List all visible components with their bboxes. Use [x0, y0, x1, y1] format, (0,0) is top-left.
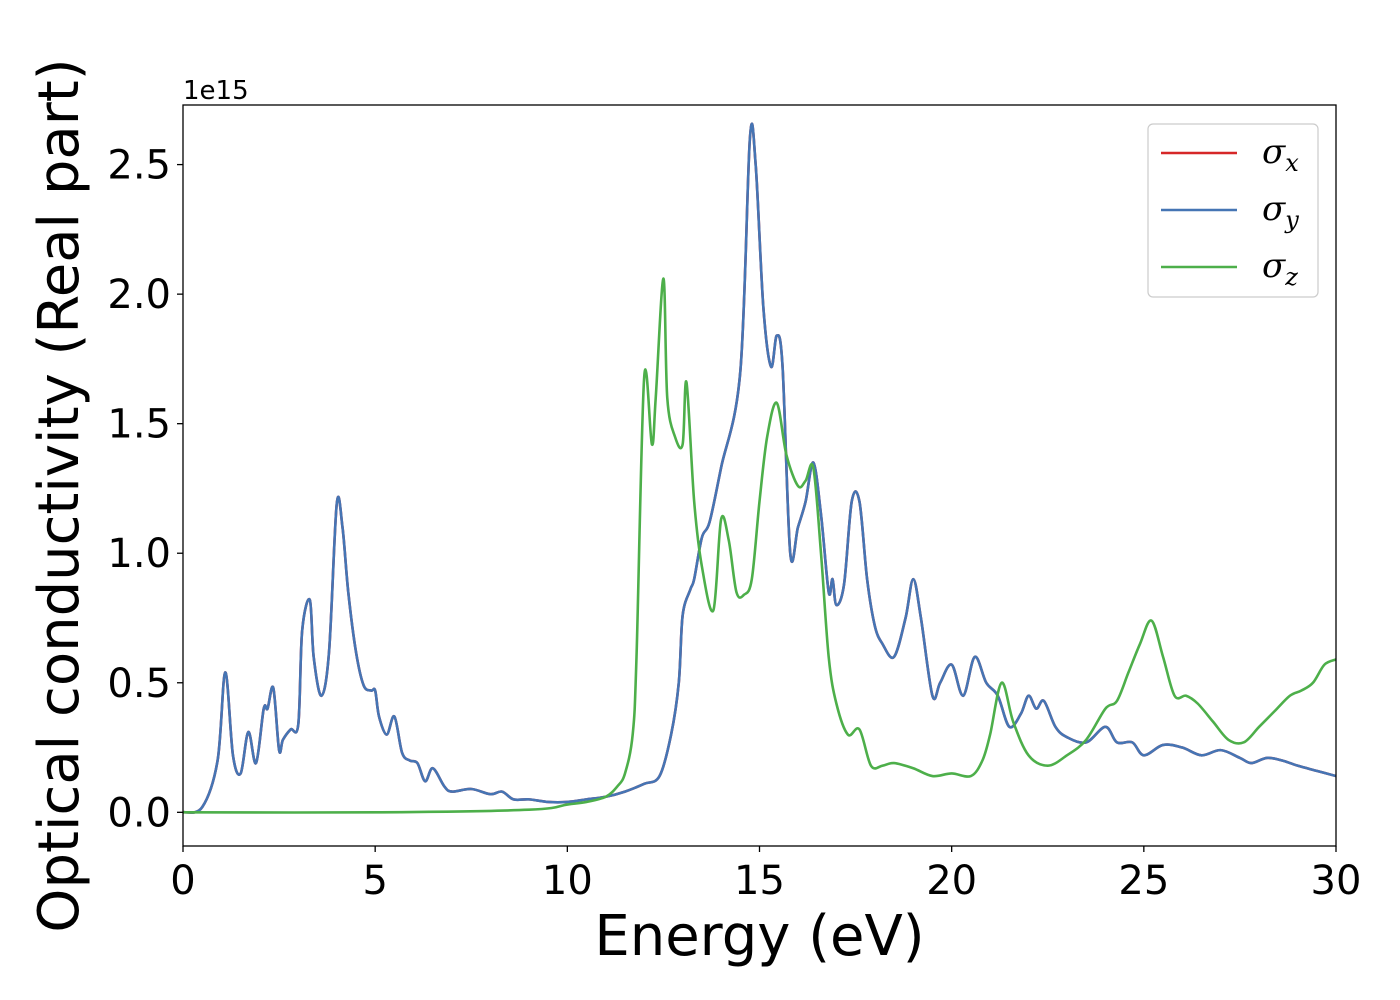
y-axis-ticks: 0.0 0.5 1.0 1.5 2.0 2.5	[107, 143, 183, 836]
y-axis-title: Optical conductivity (Real part)	[27, 58, 92, 932]
y-tick-label: 2.5	[107, 143, 171, 189]
y-tick-label: 0.0	[107, 790, 171, 836]
series-line-y	[183, 122, 1336, 814]
series-line-z	[183, 277, 1336, 814]
y-tick-label: 2.0	[107, 272, 171, 318]
legend-label-x: σx	[1262, 132, 1299, 177]
x-tick-label: 20	[926, 858, 977, 904]
y-axis-offset-label: 1e15	[183, 76, 249, 106]
y-tick-label: 1.0	[107, 531, 171, 577]
legend: σx σy σz	[1147, 123, 1319, 298]
x-tick-label: 0	[170, 858, 195, 904]
x-tick-label: 10	[542, 858, 593, 904]
x-tick-label: 15	[734, 858, 785, 904]
x-tick-label: 30	[1311, 858, 1362, 904]
x-tick-label: 5	[362, 858, 387, 904]
y-tick-label: 0.5	[107, 661, 171, 707]
x-tick-label: 25	[1118, 858, 1169, 904]
x-axis-title: Energy (eV)	[594, 904, 924, 969]
y-tick-label: 1.5	[107, 402, 171, 448]
series-lines	[183, 122, 1336, 814]
legend-label-z: σz	[1262, 246, 1298, 291]
x-axis-ticks: 0 5 10 15 20 25 30	[170, 846, 1361, 904]
legend-label-y: σy	[1262, 189, 1299, 234]
